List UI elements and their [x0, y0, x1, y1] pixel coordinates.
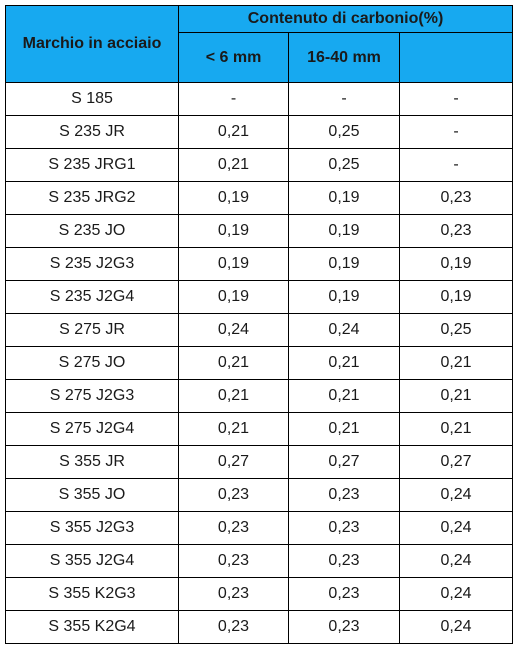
steel-brand-cell: S 275 JO: [5, 346, 179, 380]
carbon-under-6mm-cell: 0,21: [178, 379, 289, 413]
carbon-extra-cell: 0,24: [398, 610, 514, 644]
steel-brand-cell: S 355 K2G3: [5, 577, 179, 611]
steel-brand-cell: S 235 J2G4: [5, 280, 179, 314]
steel-brand-cell: S 355 JR: [5, 445, 179, 479]
steel-brand-cell: S 235 JR: [5, 115, 179, 149]
steel-brand-cell: S 275 JR: [5, 313, 179, 347]
carbon-extra-cell: 0,21: [398, 412, 514, 446]
carbon-extra-cell: 0,19: [398, 247, 514, 281]
carbon-16-40mm-cell: 0,19: [288, 214, 400, 248]
carbon-extra-cell: 0,19: [398, 280, 514, 314]
carbon-extra-cell: 0,23: [398, 214, 514, 248]
table-row: S 235 JR 0,21 0,25-: [5, 115, 514, 149]
carbon-extra-cell: 0,24: [398, 577, 514, 611]
carbon-under-6mm-cell: 0,23: [178, 610, 289, 644]
carbon-content-table: Marchio in acciaio Contenuto di carbonio…: [5, 5, 514, 644]
carbon-extra-cell: 0,23: [398, 181, 514, 215]
carbon-16-40mm-cell: 0,21: [288, 346, 400, 380]
carbon-extra-cell: 0,27: [398, 445, 514, 479]
carbon-under-6mm-cell: 0,23: [178, 577, 289, 611]
carbon-under-6mm-cell: 0,23: [178, 478, 289, 512]
carbon-under-6mm-cell: 0,23: [178, 544, 289, 578]
carbon-extra-cell: -: [398, 115, 514, 149]
thickness-extra-header: [398, 32, 514, 83]
table-row: S 185- - -: [5, 82, 514, 116]
carbon-extra-cell: 0,25: [398, 313, 514, 347]
carbon-under-6mm-cell: 0,24: [178, 313, 289, 347]
carbon-extra-cell: 0,21: [398, 346, 514, 380]
table-row: S 235 JRG2 0,19 0,19 0,23: [5, 181, 514, 215]
header-row-sub: < 6 mm 16-40 mm: [6, 32, 514, 83]
carbon-under-6mm-cell: 0,21: [178, 148, 289, 182]
carbon-16-40mm-cell: 0,23: [288, 511, 400, 545]
carbon-16-40mm-cell: 0,25: [288, 115, 400, 149]
brand-column-header: Marchio in acciaio: [5, 5, 179, 83]
table-header: Marchio in acciaio Contenuto di carbonio…: [5, 5, 514, 83]
table-row: S 275 J2G4 0,21 0,21 0,21: [5, 412, 514, 446]
table-row: S 355 J2G4 0,23 0,23 0,24: [5, 544, 514, 578]
carbon-16-40mm-cell: 0,21: [288, 379, 400, 413]
carbon-16-40mm-cell: 0,23: [288, 544, 400, 578]
table-body: S 185- - - S 235 JR 0,21 0,25- S 235 JRG1 0,21 0…: [5, 82, 514, 644]
steel-brand-cell: S 185: [5, 82, 179, 116]
table-row: S 235 J2G4 0,19 0,19 0,19: [5, 280, 514, 314]
table-row: S 275 J2G3 0,21 0,21 0,21: [5, 379, 514, 413]
steel-brand-cell: S 355 JO: [5, 478, 179, 512]
table-row: S 355 JR 0,27 0,27 0,27: [5, 445, 514, 479]
steel-brand-cell: S 235 JO: [5, 214, 179, 248]
table-row: S 275 JO 0,21 0,21 0,21: [5, 346, 514, 380]
carbon-under-6mm-cell: 0,21: [178, 412, 289, 446]
steel-brand-cell: S 355 J2G3: [5, 511, 179, 545]
carbon-under-6mm-cell: 0,27: [178, 445, 289, 479]
carbon-under-6mm-cell: 0,19: [178, 181, 289, 215]
carbon-under-6mm-cell: -: [178, 82, 289, 116]
table-row: S 355 JO 0,23 0,23 0,24: [5, 478, 514, 512]
carbon-extra-cell: 0,24: [398, 478, 514, 512]
carbon-16-40mm-cell: 0,21: [288, 412, 400, 446]
carbon-extra-cell: 0,24: [398, 511, 514, 545]
carbon-16-40mm-cell: 0,23: [288, 577, 400, 611]
table-row: S 235 J2G3 0,19 0,19 0,19: [5, 247, 514, 281]
carbon-16-40mm-cell: 0,19: [288, 181, 400, 215]
table-row: S 355 J2G3 0,23 0,23 0,24: [5, 511, 514, 545]
steel-brand-cell: S 355 J2G4: [5, 544, 179, 578]
carbon-under-6mm-cell: 0,19: [178, 280, 289, 314]
carbon-under-6mm-cell: 0,19: [178, 214, 289, 248]
carbon-16-40mm-cell: 0,24: [288, 313, 400, 347]
steel-brand-cell: S 275 J2G4: [5, 412, 179, 446]
table-row: S 275 JR 0,24 0,24 0,25: [5, 313, 514, 347]
carbon-under-6mm-cell: 0,21: [178, 115, 289, 149]
carbon-under-6mm-cell: 0,23: [178, 511, 289, 545]
steel-brand-cell: S 275 J2G3: [5, 379, 179, 413]
steel-brand-cell: S 235 J2G3: [5, 247, 179, 281]
carbon-extra-cell: -: [398, 148, 514, 182]
carbon-under-6mm-cell: 0,21: [178, 346, 289, 380]
carbon-16-40mm-cell: 0,23: [288, 478, 400, 512]
carbon-16-40mm-cell: 0,23: [288, 610, 400, 644]
carbon-extra-cell: -: [398, 82, 514, 116]
header-row-top: Marchio in acciaio Contenuto di carbonio…: [5, 5, 514, 83]
carbon-16-40mm-cell: 0,27: [288, 445, 400, 479]
table-row: S 235 JRG1 0,21 0,25-: [5, 148, 514, 182]
table-row: S 355 K2G4 0,23 0,23 0,24: [5, 610, 514, 644]
table-row: S 355 K2G3 0,23 0,23 0,24: [5, 577, 514, 611]
thickness-under-6mm-header: < 6 mm: [178, 32, 289, 83]
carbon-extra-cell: 0,21: [398, 379, 514, 413]
carbon-16-40mm-cell: 0,19: [288, 247, 400, 281]
steel-brand-cell: S 235 JRG1: [5, 148, 179, 182]
thickness-16-40mm-header: 16-40 mm: [288, 32, 400, 83]
carbon-16-40mm-cell: -: [288, 82, 400, 116]
carbon-content-group-header: Contenuto di carbonio(%): [177, 5, 514, 33]
carbon-16-40mm-cell: 0,19: [288, 280, 400, 314]
carbon-extra-cell: 0,24: [398, 544, 514, 578]
steel-brand-cell: S 235 JRG2: [5, 181, 179, 215]
carbon-16-40mm-cell: 0,25: [288, 148, 400, 182]
table-row: S 235 JO 0,19 0,19 0,23: [5, 214, 514, 248]
steel-brand-cell: S 355 K2G4: [5, 610, 179, 644]
carbon-under-6mm-cell: 0,19: [178, 247, 289, 281]
